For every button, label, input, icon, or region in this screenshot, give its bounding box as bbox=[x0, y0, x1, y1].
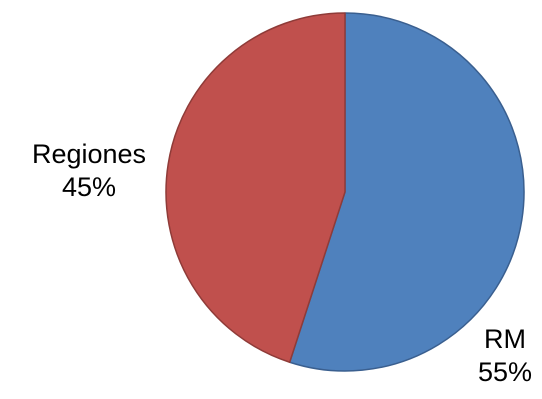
pie-slice-rm bbox=[288, 12, 525, 372]
pie-slices bbox=[165, 12, 525, 372]
slice-label-rm: RM bbox=[484, 324, 526, 354]
slice-value-label-rm: 55% bbox=[478, 357, 532, 387]
slice-value-label-regiones: 45% bbox=[62, 172, 116, 202]
slice-label-regiones: Regiones bbox=[32, 139, 146, 169]
pie-slice-regiones bbox=[165, 12, 346, 363]
pie-labels: RM 55% Regiones 45% bbox=[32, 139, 532, 387]
